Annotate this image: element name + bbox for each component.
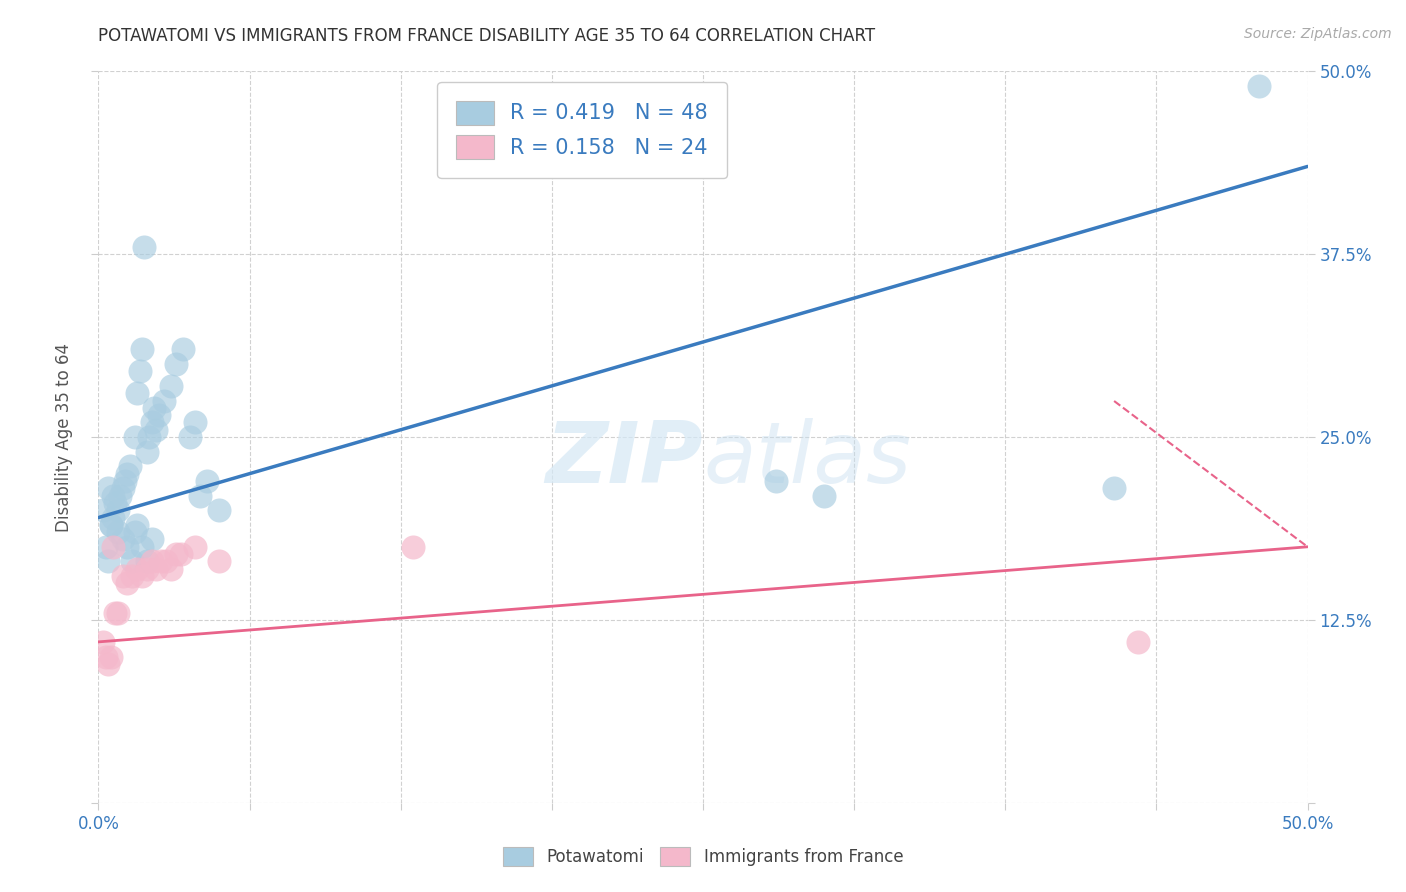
- Point: [148, 408, 170, 422]
- Point: [107, 606, 129, 620]
- Point: [101, 540, 124, 554]
- Point: [101, 489, 124, 503]
- Point: [184, 416, 207, 430]
- Point: [160, 562, 183, 576]
- Point: [121, 569, 143, 583]
- Point: [94, 649, 117, 664]
- Text: ZIP: ZIP: [546, 417, 703, 500]
- Point: [124, 430, 146, 444]
- Point: [117, 576, 139, 591]
- Point: [813, 489, 835, 503]
- Point: [111, 481, 134, 495]
- Point: [121, 554, 143, 568]
- Point: [208, 503, 231, 517]
- Point: [172, 343, 194, 357]
- Point: [165, 547, 187, 561]
- Point: [135, 554, 157, 568]
- Point: [97, 481, 120, 495]
- Point: [108, 489, 131, 503]
- Point: [107, 503, 129, 517]
- Point: [131, 343, 153, 357]
- Point: [1128, 635, 1150, 649]
- Point: [150, 554, 173, 568]
- Legend: Potawatomi, Immigrants from France: Potawatomi, Immigrants from France: [489, 833, 917, 880]
- Point: [114, 474, 136, 488]
- Point: [402, 540, 425, 554]
- Point: [1102, 481, 1125, 495]
- Text: POTAWATOMI VS IMMIGRANTS FROM FRANCE DISABILITY AGE 35 TO 64 CORRELATION CHART: POTAWATOMI VS IMMIGRANTS FROM FRANCE DIS…: [98, 27, 876, 45]
- Point: [111, 569, 134, 583]
- Point: [97, 657, 120, 671]
- Point: [94, 540, 117, 554]
- Point: [91, 635, 114, 649]
- Point: [111, 533, 134, 547]
- Point: [141, 554, 163, 568]
- Point: [134, 240, 156, 254]
- Point: [128, 364, 150, 378]
- Point: [179, 430, 201, 444]
- Point: [141, 533, 163, 547]
- Point: [138, 430, 160, 444]
- Point: [104, 606, 127, 620]
- Point: [131, 569, 153, 583]
- Point: [97, 554, 120, 568]
- Legend: R = 0.419   N = 48, R = 0.158   N = 24: R = 0.419 N = 48, R = 0.158 N = 24: [437, 82, 727, 178]
- Point: [117, 540, 139, 554]
- Point: [101, 510, 124, 524]
- Point: [127, 386, 149, 401]
- Point: [135, 562, 157, 576]
- Point: [124, 525, 146, 540]
- Point: [100, 517, 122, 532]
- Point: [145, 423, 167, 437]
- Point: [152, 393, 174, 408]
- Point: [160, 379, 183, 393]
- Point: [135, 444, 157, 458]
- Point: [145, 562, 167, 576]
- Point: [117, 467, 139, 481]
- Point: [91, 503, 114, 517]
- Point: [165, 357, 187, 371]
- Point: [1249, 78, 1271, 93]
- Point: [143, 401, 166, 415]
- Point: [169, 547, 191, 561]
- Point: [184, 540, 207, 554]
- Point: [131, 540, 153, 554]
- Text: Source: ZipAtlas.com: Source: ZipAtlas.com: [1244, 27, 1392, 41]
- Point: [155, 554, 177, 568]
- Point: [195, 474, 218, 488]
- Point: [100, 649, 122, 664]
- Point: [765, 474, 787, 488]
- Point: [208, 554, 231, 568]
- Point: [127, 517, 149, 532]
- Point: [100, 517, 122, 532]
- Text: atlas: atlas: [703, 417, 911, 500]
- Point: [141, 416, 163, 430]
- Point: [127, 562, 149, 576]
- Point: [118, 459, 141, 474]
- Point: [107, 525, 129, 540]
- Point: [188, 489, 211, 503]
- Y-axis label: Disability Age 35 to 64: Disability Age 35 to 64: [55, 343, 73, 532]
- Point: [104, 496, 127, 510]
